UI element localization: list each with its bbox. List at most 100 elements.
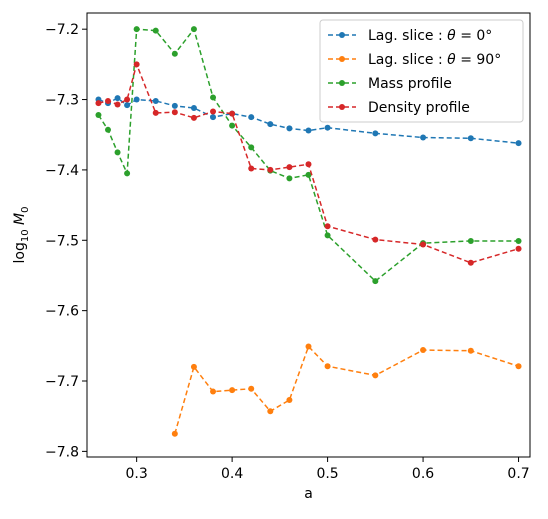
- legend-item-series-2: Lag. slice : θ = 90°: [328, 52, 501, 68]
- series-1-point: [467, 135, 474, 142]
- series-3-point: [190, 26, 197, 33]
- legend-label-density-profile: Density profile: [368, 100, 470, 116]
- series-2-point: [248, 385, 255, 392]
- series-4-point: [190, 114, 197, 121]
- series-2-point: [324, 363, 331, 370]
- series-3-point: [248, 144, 255, 151]
- series-4-point: [267, 166, 274, 173]
- y-axis-label: log10 M0: [12, 207, 31, 264]
- series-1-point: [324, 124, 331, 131]
- series-3-point: [133, 26, 140, 33]
- y-tick-label: −7.7: [45, 374, 79, 390]
- series-3-point: [305, 171, 312, 178]
- series-3-point: [467, 237, 474, 244]
- series-2-point: [171, 430, 178, 437]
- series-1-point: [190, 104, 197, 111]
- y-axis: −7.8 −7.7 −7.6 −7.5 −7.4 −7.3 −7.2: [45, 22, 87, 460]
- x-tick-label: 0.5: [316, 466, 338, 482]
- y-tick-label: −7.5: [45, 233, 79, 249]
- series-2-point: [305, 343, 312, 350]
- series-2-point: [515, 363, 522, 370]
- series-3-point: [152, 27, 159, 34]
- legend-label-mass-profile: Mass profile: [368, 76, 452, 92]
- legend: Lag. slice : θ = 0° Lag. slice : θ = 90°…: [319, 19, 524, 123]
- series-1-point: [114, 95, 121, 102]
- series-1-point: [248, 114, 255, 121]
- series-1-point: [515, 140, 522, 147]
- y-tick-label: −7.2: [45, 22, 79, 38]
- series-4-point: [133, 61, 140, 68]
- legend-item-density-profile: Density profile: [328, 100, 470, 116]
- series-4-point: [286, 164, 293, 171]
- y-tick-label: −7.3: [45, 93, 79, 109]
- series-3-point: [515, 237, 522, 244]
- series-3-point: [324, 232, 331, 239]
- series-2-point: [467, 347, 474, 354]
- series-4-point: [305, 161, 312, 168]
- series-4-point: [324, 223, 331, 230]
- x-tick-label: 0.3: [126, 466, 148, 482]
- series-3-point: [372, 278, 379, 285]
- series-2-point: [210, 388, 217, 395]
- series-2-point: [420, 347, 427, 354]
- y-tick-label: −7.6: [45, 304, 79, 320]
- x-tick-label: 0.6: [412, 466, 434, 482]
- series-3-point: [105, 126, 111, 133]
- series-1-point: [420, 134, 427, 141]
- series-3-point: [114, 149, 121, 156]
- series-4-point: [420, 241, 427, 248]
- series-4-point: [372, 236, 379, 243]
- series-layer: [95, 26, 522, 437]
- series-1-point: [171, 102, 178, 109]
- series-1-point: [286, 125, 293, 132]
- legend-item-mass-profile: Mass profile: [328, 76, 452, 92]
- series-3-point: [95, 112, 102, 119]
- y-tick-label: −7.4: [45, 163, 79, 179]
- series-1-point: [133, 96, 140, 103]
- series-1-point: [124, 102, 131, 109]
- series-3-point: [229, 122, 236, 129]
- x-tick-label: 0.4: [221, 466, 243, 482]
- x-axis: 0.3 0.4 0.5 0.6 0.7: [126, 457, 530, 482]
- series-2: [171, 343, 522, 437]
- series-1-point: [210, 114, 217, 121]
- series-3-point: [124, 170, 131, 177]
- series-4-point: [124, 96, 131, 103]
- legend-marker-mass-profile: [339, 80, 345, 86]
- series-2-point: [286, 397, 293, 403]
- series-1-point: [372, 130, 379, 137]
- series-4-point: [229, 110, 236, 117]
- series-4-point: [114, 101, 121, 108]
- series-4-point: [105, 97, 111, 104]
- y-tick-label: −7.8: [45, 444, 79, 460]
- series-4: [95, 61, 522, 266]
- legend-box: [319, 19, 524, 123]
- series-4-point: [210, 108, 217, 115]
- series-1-point: [152, 97, 159, 104]
- series-1-point: [267, 121, 274, 128]
- series-2-point: [267, 408, 274, 415]
- series-4-point: [515, 245, 522, 252]
- x-axis-label: a: [304, 486, 313, 502]
- series-3-point: [210, 94, 217, 101]
- series-4-point: [95, 100, 102, 107]
- series-4-point: [171, 109, 178, 116]
- legend-label-series-2: Lag. slice : θ = 90°: [368, 52, 501, 68]
- legend-label-series-1: Lag. slice : θ = 0°: [368, 28, 492, 44]
- series-2-point: [372, 372, 379, 379]
- series-2-point: [229, 387, 236, 394]
- legend-marker-series-1: [339, 32, 345, 38]
- series-4-point: [467, 259, 474, 266]
- legend-marker-density-profile: [339, 104, 345, 110]
- series-3-point: [286, 175, 293, 182]
- x-tick-label: 0.7: [507, 466, 529, 482]
- legend-item-series-1: Lag. slice : θ = 0°: [328, 28, 492, 44]
- series-1-point: [305, 127, 312, 134]
- legend-marker-series-2: [339, 56, 345, 62]
- series-3-point: [171, 50, 178, 57]
- plot-frame: [86, 12, 531, 458]
- series-4-point: [152, 109, 159, 116]
- series-2-point: [190, 363, 197, 370]
- series-4-point: [248, 165, 255, 172]
